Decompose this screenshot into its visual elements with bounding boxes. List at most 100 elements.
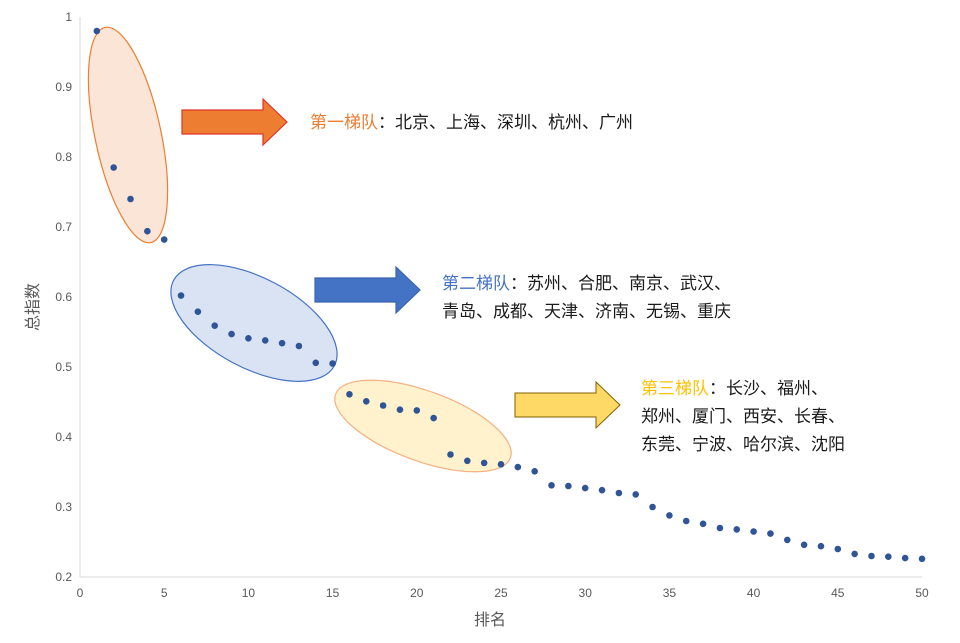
y-tick-label: 0.9 (55, 80, 72, 94)
tier-1-line-1: 第一梯队：北京、上海、深圳、杭州、广州 (310, 113, 633, 133)
x-tick-label: 50 (915, 586, 929, 600)
y-tick-label: 0.5 (55, 360, 72, 374)
x-tick-label: 5 (161, 586, 168, 600)
data-point (834, 545, 842, 553)
tier-ellipses (87, 26, 512, 473)
y-tick-label: 0.8 (55, 150, 72, 164)
data-point (144, 227, 151, 235)
tier-arrow-3 (514, 380, 621, 430)
data-point (514, 463, 522, 471)
x-tick-label: 10 (242, 586, 256, 600)
data-point (329, 360, 336, 367)
x-tick-label: 15 (326, 586, 340, 600)
tier-3-cities: 长沙、福州、 (726, 379, 828, 399)
tier-2-separator: ： (510, 274, 527, 294)
y-tick-label: 0.2 (55, 570, 72, 584)
x-tick-label: 0 (77, 586, 84, 600)
tier-2-line-2: 青岛、成都、天津、济南、无锡、重庆 (442, 302, 731, 322)
data-point (497, 461, 505, 468)
x-tick-label: 35 (663, 586, 677, 600)
tier-ellipse-1 (87, 26, 169, 244)
x-axis-title: 排名 (474, 610, 506, 629)
data-point (127, 195, 134, 203)
y-tick-label: 0.3 (55, 500, 72, 514)
data-point (868, 552, 875, 560)
data-point (800, 541, 808, 549)
x-tick-label: 45 (831, 586, 845, 600)
data-point (194, 308, 202, 316)
tier-ellipse-3 (334, 379, 512, 473)
tier-3-line-3: 东莞、宁波、哈尔滨、沈阳 (641, 435, 845, 455)
tier-arrow-2 (314, 265, 421, 315)
data-point (682, 517, 690, 525)
data-point (261, 337, 269, 344)
data-point (851, 550, 858, 558)
data-point (716, 524, 724, 532)
tier-2-cities: 苏州、合肥、南京、武汉、 (527, 274, 731, 294)
axes: 0.20.30.40.50.60.70.80.910 5 10 15 20 25 30 35 4… (55, 10, 929, 600)
tier-3-separator: ： (709, 379, 726, 399)
data-point (278, 339, 286, 347)
data-point (783, 536, 791, 544)
data-point (211, 322, 219, 330)
tier-1-separator: ： (378, 113, 395, 133)
data-point (548, 482, 555, 489)
y-tick-label: 0.4 (55, 430, 72, 444)
data-point (598, 486, 606, 494)
data-point (699, 520, 707, 528)
data-point (885, 553, 892, 560)
tier-2-line-1: 第二梯队：苏州、合肥、南京、武汉、 (442, 274, 731, 294)
data-point (480, 459, 488, 467)
data-point (362, 398, 370, 405)
data-point (295, 342, 303, 350)
data-point (531, 468, 538, 475)
tier-2-label: 第二梯队 (442, 274, 510, 294)
x-tick-label: 30 (579, 586, 593, 600)
data-point (379, 402, 387, 409)
tier-1-label: 第一梯队 (310, 113, 378, 133)
tier-3-label: 第三梯队 (641, 379, 709, 399)
data-points (93, 27, 926, 563)
data-point (346, 391, 353, 398)
x-tick-label: 40 (747, 586, 761, 600)
data-point (413, 407, 421, 414)
tier-2-cities: 青岛、成都、天津、济南、无锡、重庆 (442, 302, 731, 322)
tier-3-line-1: 第三梯队：长沙、福州、 (641, 379, 828, 399)
tier-1-cities: 北京、上海、深圳、杭州、广州 (395, 113, 633, 133)
data-point (110, 164, 117, 171)
y-tick-label: 1 (65, 10, 72, 24)
data-point (666, 512, 673, 519)
x-tick-label: 20 (410, 586, 424, 600)
data-point (615, 489, 623, 497)
y-tick-label: 0.7 (55, 220, 72, 234)
tier-annotations: 第一梯队：北京、上海、深圳、杭州、广州第二梯队：苏州、合肥、南京、武汉、青岛、成… (181, 97, 845, 455)
data-point (632, 491, 640, 498)
data-point (817, 542, 825, 550)
data-point (447, 451, 454, 458)
data-point (312, 359, 320, 367)
data-point (918, 555, 926, 563)
data-point (565, 482, 572, 490)
data-point (228, 330, 235, 338)
x-tick-label: 25 (494, 586, 508, 600)
data-point (430, 414, 437, 422)
data-point (649, 503, 656, 511)
tier-arrow-1 (181, 97, 288, 147)
tier-ellipse-2 (170, 264, 338, 382)
data-point (464, 457, 471, 465)
data-point (581, 484, 589, 492)
tier-3-line-2: 郑州、厦门、西安、长春、 (641, 407, 845, 427)
data-point (396, 406, 404, 414)
data-point (750, 528, 757, 535)
y-axis-title: 总指数 (23, 283, 42, 331)
tier-3-cities: 东莞、宁波、哈尔滨、沈阳 (641, 435, 845, 455)
y-tick-label: 0.6 (55, 290, 72, 304)
data-point (767, 530, 774, 537)
data-point (160, 236, 168, 243)
data-point (901, 554, 909, 562)
tier-3-cities: 郑州、厦门、西安、长春、 (641, 407, 845, 427)
data-point (245, 335, 252, 342)
data-point (93, 27, 101, 35)
data-point (733, 526, 741, 533)
